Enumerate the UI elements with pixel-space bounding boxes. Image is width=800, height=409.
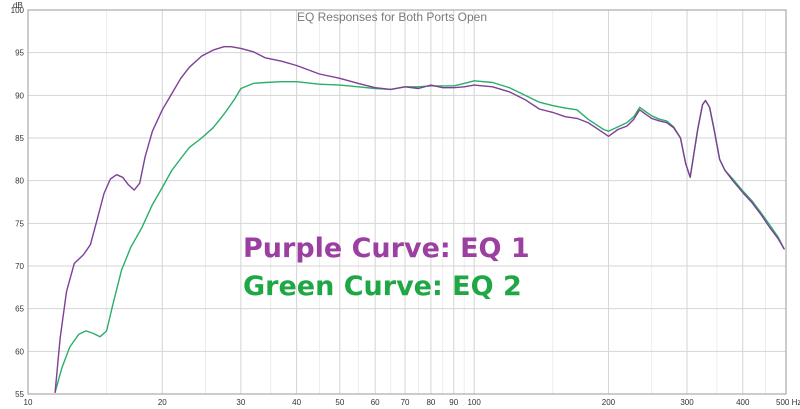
y-tick-label: 75 <box>15 219 24 228</box>
y-tick-label: 95 <box>15 49 24 58</box>
y-tick-label: 100 <box>11 6 25 15</box>
y-tick-labels: 55 60 65 70 75 80 85 90 95 100 <box>11 6 25 399</box>
y-tick-label: 90 <box>15 91 24 100</box>
plot-frame <box>27 9 787 395</box>
chart-title: EQ Responses for Both Ports Open <box>297 10 487 24</box>
x-tick-label: 70 <box>401 398 410 407</box>
annotation-eq2: Green Curve: EQ 2 <box>243 271 522 302</box>
x-tick-label: 30 <box>236 398 245 407</box>
series-line-eq1 <box>54 46 785 393</box>
y-tick-label: 85 <box>15 134 24 143</box>
x-tick-label: 90 <box>449 398 458 407</box>
annotation-eq1: Purple Curve: EQ 1 <box>243 233 530 264</box>
x-tick-label: 500 Hz <box>776 398 800 407</box>
horizontal-gridlines <box>28 9 786 395</box>
y-tick-label: 55 <box>15 390 24 399</box>
x-tick-label: 100 <box>467 398 481 407</box>
y-tick-label: 80 <box>15 177 24 186</box>
x-tick-label: 200 <box>602 398 616 407</box>
y-tick-label: 60 <box>15 347 24 356</box>
x-tick-label: 60 <box>371 398 380 407</box>
x-tick-label: 20 <box>158 398 167 407</box>
x-tick-label: 400 <box>736 398 750 407</box>
x-tick-label: 10 <box>24 398 33 407</box>
x-tick-labels: 10 20 30 40 50 60 70 80 90 100 200 300 400 500 Hz <box>24 398 800 407</box>
x-tick-label: 300 <box>680 398 694 407</box>
x-tick-label: 80 <box>426 398 435 407</box>
x-tick-label: 40 <box>292 398 301 407</box>
y-tick-label: 70 <box>15 262 24 271</box>
y-unit-label: dB <box>13 1 23 10</box>
vertical-gridlines <box>27 10 787 394</box>
x-tick-label: 50 <box>335 398 344 407</box>
series-layer <box>54 46 785 393</box>
y-tick-label: 65 <box>15 305 24 314</box>
